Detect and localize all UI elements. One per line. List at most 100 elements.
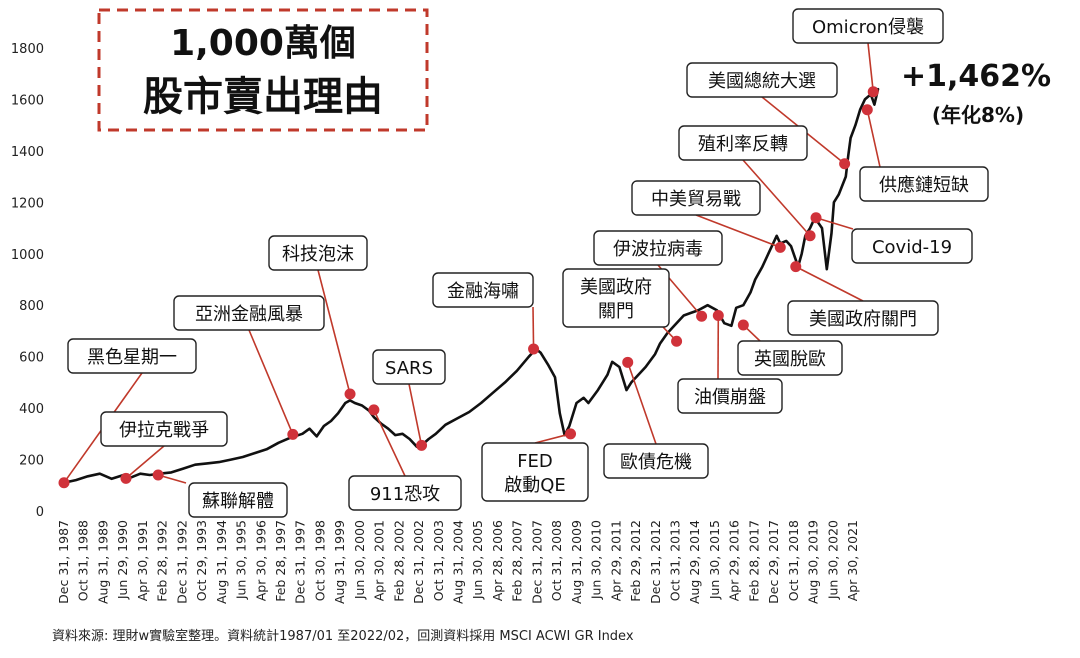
event-marker — [565, 428, 576, 439]
y-tick-label: 1000 — [11, 248, 44, 263]
event-callout: 911恐攻 — [349, 476, 461, 510]
x-tick-label: Jun 30, 2015 — [707, 520, 722, 600]
x-tick-label: Aug 30, 2019 — [806, 520, 821, 604]
event-marker — [368, 404, 379, 415]
event-callout: 美國政府關門 — [788, 301, 938, 335]
event-label: 美國政府 — [580, 277, 652, 298]
event-callout: 金融海嘯 — [433, 273, 533, 307]
event-label: 黑色星期一 — [87, 347, 177, 368]
x-tick-label: Feb 28, 2007 — [510, 520, 525, 602]
event-label: FED — [517, 451, 553, 472]
y-tick-label: 600 — [19, 351, 44, 366]
event-callout: 美國總統大選 — [687, 63, 837, 97]
y-tick-label: 1200 — [11, 196, 44, 211]
x-tick-label: Jun 30, 2000 — [352, 520, 367, 600]
y-tick-label: 1400 — [11, 145, 44, 160]
x-tick-label: Aug 29, 2014 — [687, 520, 702, 604]
event-callout: FED 啟動QE — [482, 443, 588, 501]
x-tick-label: Aug 31, 1994 — [214, 520, 229, 604]
event-label: Omicron侵襲 — [812, 17, 924, 38]
x-tick-label: Jun 30, 2020 — [825, 520, 840, 600]
event-callout: 科技泡沫 — [269, 236, 367, 270]
event-marker — [59, 477, 70, 488]
event-callout: 蘇聯解體 — [189, 483, 287, 517]
event-label: 中美貿易戰 — [651, 189, 741, 210]
x-tick-label: Jun 30, 2005 — [470, 520, 485, 600]
x-tick-label: Dec 31, 1997 — [293, 520, 308, 604]
x-tick-label: Dec 31, 2012 — [648, 520, 663, 604]
event-callout: 黑色星期一 — [68, 339, 196, 373]
x-tick-label: Jun 30, 2010 — [589, 520, 604, 600]
event-label: 啟動QE — [504, 475, 566, 496]
event-leader-line — [533, 307, 534, 349]
x-tick-label: Aug 31, 2004 — [451, 520, 466, 604]
event-leader-line — [249, 330, 293, 434]
x-tick-label: Dec 31, 2007 — [529, 520, 544, 604]
x-tick-label: Dec 31, 1992 — [174, 520, 189, 604]
event-marker — [775, 242, 786, 253]
x-tick-label: Aug 31, 2009 — [569, 520, 584, 604]
x-tick-label: Feb 28, 2002 — [391, 520, 406, 602]
event-label: 蘇聯解體 — [202, 491, 274, 512]
event-marker — [528, 343, 539, 354]
event-callout: 歐債危機 — [604, 444, 708, 478]
x-tick-label: Feb 28, 1997 — [273, 520, 288, 602]
event-leader-line — [409, 384, 422, 445]
event-label: 金融海嘯 — [447, 281, 519, 302]
x-tick-label: Oct 30, 1998 — [312, 520, 327, 601]
x-tick-label: Apr 30, 2001 — [372, 520, 387, 601]
event-marker — [713, 310, 724, 321]
event-label: 殖利率反轉 — [698, 133, 788, 155]
event-callout: SARS — [373, 350, 445, 384]
event-marker — [622, 357, 633, 368]
total-return-label: +1,462% — [901, 59, 1051, 94]
x-tick-label: Oct 31, 2003 — [431, 520, 446, 601]
x-tick-label: Apr 29, 2016 — [727, 520, 742, 601]
event-callout: 伊波拉病毒 — [594, 231, 722, 265]
event-marker — [839, 158, 850, 169]
event-label: Covid-19 — [872, 237, 952, 258]
event-marker — [416, 440, 427, 451]
event-label: 油價崩盤 — [694, 387, 766, 408]
x-tick-label: Feb 28, 1992 — [155, 520, 170, 602]
x-tick-label: Dec 31, 2002 — [411, 520, 426, 604]
event-label: 歐債危機 — [620, 452, 692, 473]
event-label: 關門 — [598, 301, 634, 322]
event-marker — [287, 429, 298, 440]
chart-subtitle: 股市賣出理由 — [143, 74, 383, 120]
x-tick-label: Oct 31, 1988 — [76, 520, 91, 601]
event-marker — [805, 230, 816, 241]
event-callout: Omicron侵襲 — [793, 9, 943, 43]
x-tick-label: Oct 31, 2018 — [786, 520, 801, 601]
event-marker — [696, 311, 707, 322]
event-leader-line — [796, 267, 863, 301]
event-label: 伊拉克戰爭 — [119, 420, 209, 441]
event-callout: Covid-19 — [852, 229, 972, 263]
y-tick-label: 0 — [36, 505, 44, 520]
x-tick-label: Apr 29, 2011 — [608, 520, 623, 601]
x-tick-label: Oct 31, 2008 — [549, 520, 564, 601]
event-marker — [120, 473, 131, 484]
x-tick-label: Oct 31, 2013 — [667, 520, 682, 601]
x-tick-label: Feb 29, 2012 — [628, 520, 643, 602]
event-leader-line — [318, 270, 350, 394]
source-note: 資料來源: 理財w實驗室整理。資料統計1987/01 至2022/02，回測資料… — [52, 628, 634, 644]
y-tick-label: 800 — [19, 299, 44, 314]
event-leader-line — [628, 362, 656, 444]
event-marker — [868, 86, 879, 97]
event-leader-line — [868, 43, 873, 92]
event-marker — [738, 320, 749, 331]
event-label: 英國脫歐 — [754, 349, 826, 370]
event-callout: 殖利率反轉 — [679, 126, 807, 160]
event-label: 亞洲金融風暴 — [195, 304, 303, 325]
event-callout: 供應鏈短缺 — [860, 167, 988, 201]
y-tick-label: 1800 — [11, 42, 44, 57]
event-callout: 伊拉克戰爭 — [101, 412, 227, 446]
event-leader-line — [867, 110, 880, 167]
event-label: 伊波拉病毒 — [613, 239, 703, 260]
event-label: 科技泡沫 — [282, 244, 354, 265]
x-tick-label: Jun 29, 1990 — [115, 520, 130, 600]
event-marker — [153, 469, 164, 480]
